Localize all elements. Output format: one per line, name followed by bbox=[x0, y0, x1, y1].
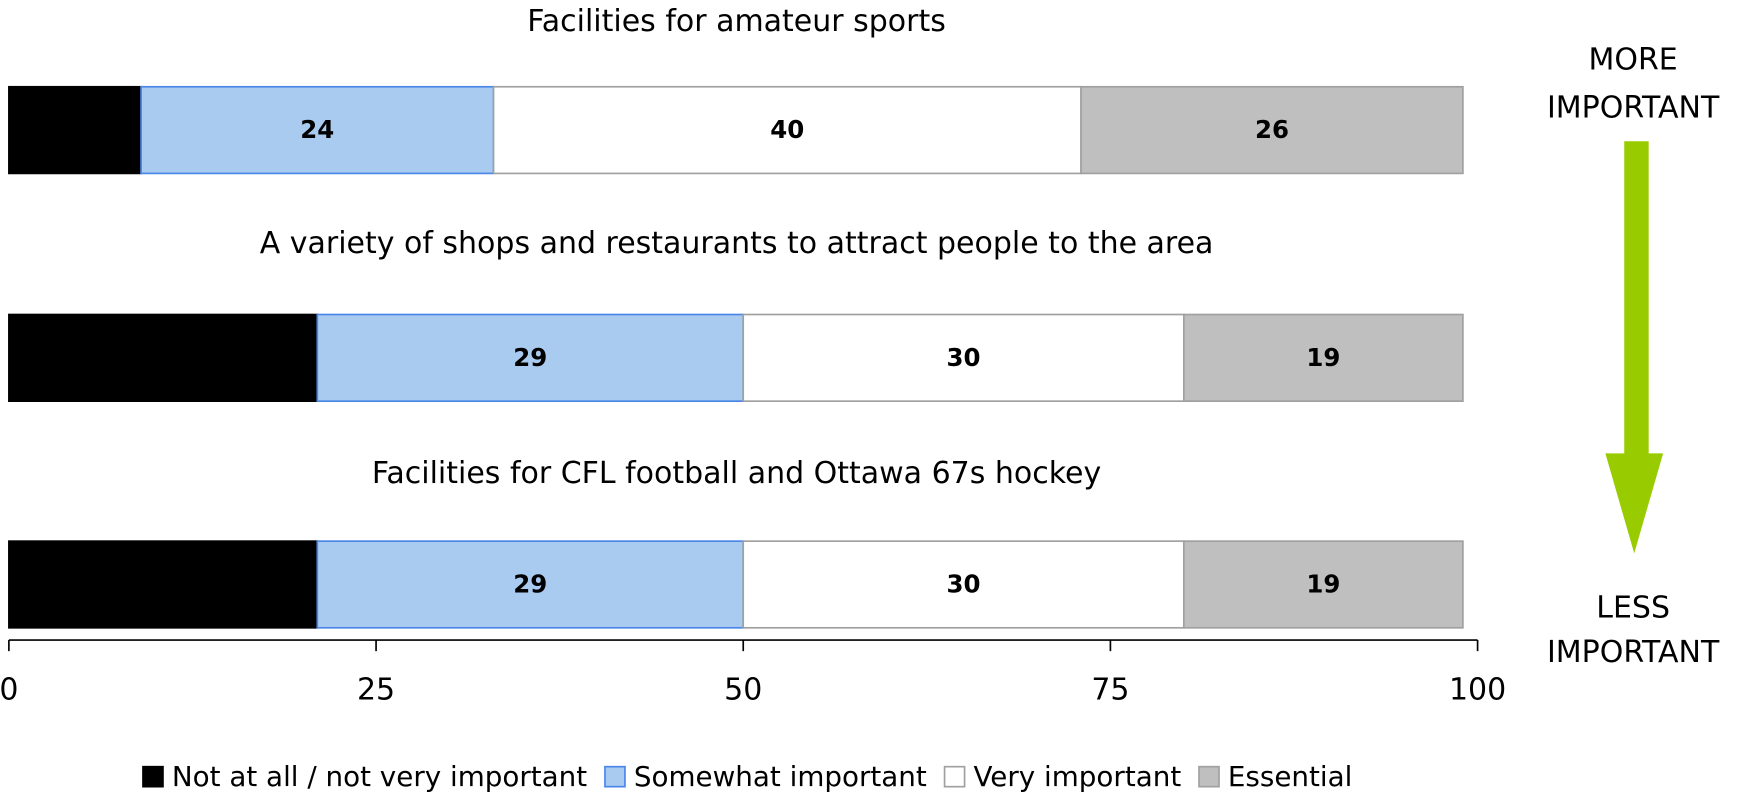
value-label: 19 bbox=[1306, 343, 1340, 372]
bar-segment bbox=[742, 313, 1185, 402]
value-label: 30 bbox=[947, 343, 981, 372]
annotation: IMPORTANT bbox=[1547, 635, 1720, 670]
bar-segment bbox=[492, 85, 1082, 175]
bar-segment bbox=[8, 540, 319, 629]
legend-label: Very important bbox=[973, 760, 1181, 793]
legend-label: Somewhat important bbox=[634, 760, 927, 793]
direction-arrow bbox=[1605, 141, 1664, 554]
value-label: 26 bbox=[1255, 115, 1289, 144]
bar-segment bbox=[1080, 85, 1464, 175]
annotation: IMPORTANT bbox=[1547, 90, 1720, 125]
x-tick-label: 25 bbox=[357, 673, 395, 708]
bar-title: Facilities for amateur sports bbox=[527, 4, 946, 39]
value-label: 30 bbox=[947, 570, 981, 599]
value-label: 40 bbox=[770, 115, 804, 144]
bar-title: Facilities for CFL football and Ottawa 6… bbox=[372, 456, 1101, 491]
bar-segment bbox=[8, 313, 319, 402]
value-label: 19 bbox=[1306, 570, 1340, 599]
bar-segment bbox=[8, 85, 142, 175]
value-label: 24 bbox=[300, 115, 334, 144]
bar-title: A variety of shops and restaurants to at… bbox=[260, 226, 1214, 261]
legend-swatch bbox=[604, 765, 626, 788]
value-label: 21 bbox=[146, 343, 180, 372]
legend-label: Essential bbox=[1228, 760, 1353, 793]
legend-swatch bbox=[943, 765, 966, 788]
value-label: 21 bbox=[146, 570, 180, 599]
x-tick-label: 50 bbox=[724, 673, 762, 708]
annotation: MORE bbox=[1588, 43, 1677, 78]
legend-label: Not at all / not very important bbox=[172, 760, 587, 793]
bar-segment bbox=[140, 85, 495, 175]
legend-swatch bbox=[1198, 765, 1220, 788]
x-tick-label: 0 bbox=[0, 673, 18, 708]
x-tick-label: 100 bbox=[1449, 673, 1506, 708]
legend-swatch bbox=[142, 765, 164, 788]
x-tick-label: 75 bbox=[1091, 673, 1129, 708]
bar-segment bbox=[316, 540, 745, 629]
value-label: 29 bbox=[513, 570, 547, 599]
annotation: LESS bbox=[1596, 590, 1670, 625]
value-label: 9 bbox=[66, 115, 83, 144]
bar-segment bbox=[1183, 313, 1464, 402]
bar-segment bbox=[316, 313, 745, 402]
bar-segment bbox=[1183, 540, 1464, 629]
value-label: 29 bbox=[513, 343, 547, 372]
